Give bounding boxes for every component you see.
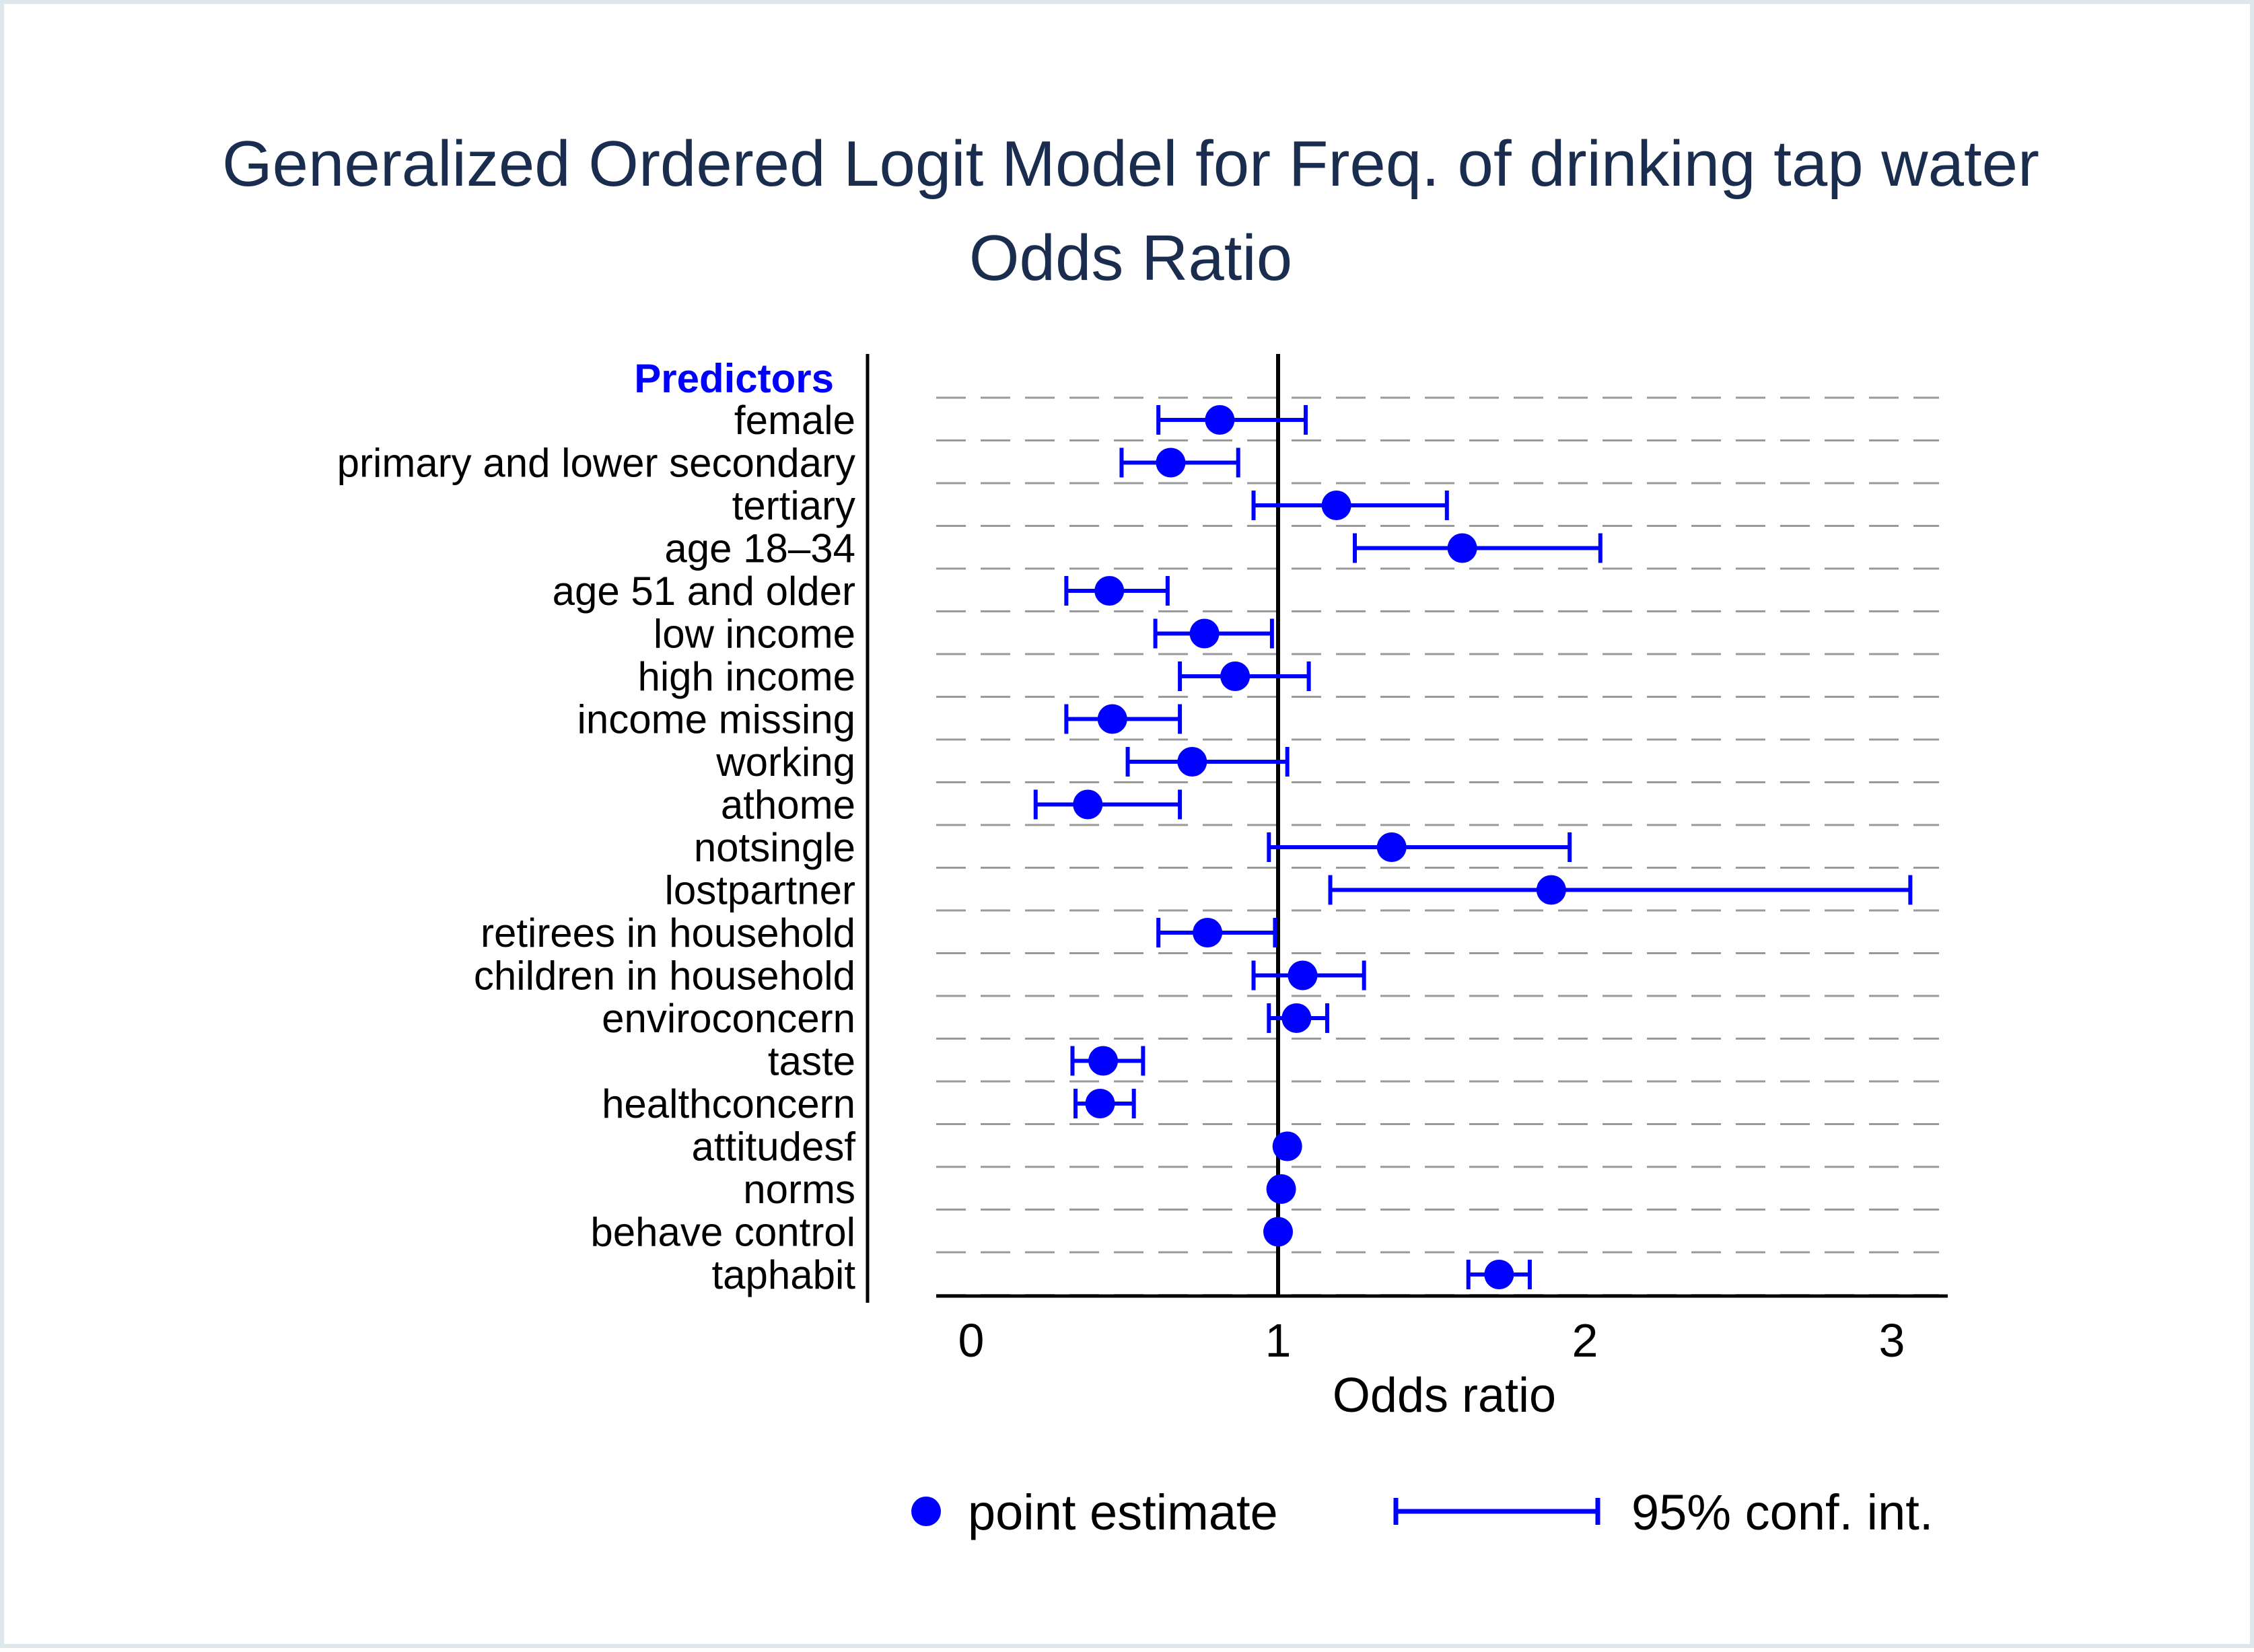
legend-interval-symbol bbox=[1393, 1498, 1600, 1525]
point-estimate bbox=[1088, 1046, 1119, 1076]
row-label: high income bbox=[637, 654, 855, 699]
x-tick-label: 1 bbox=[1265, 1314, 1292, 1367]
row-label: taphabit bbox=[711, 1252, 855, 1297]
row-label: behave control bbox=[590, 1210, 855, 1255]
row-label: attitudesf bbox=[692, 1124, 856, 1170]
x-tick-label: 2 bbox=[1572, 1314, 1598, 1367]
point-estimate bbox=[1266, 1174, 1296, 1204]
row-label: working bbox=[715, 740, 855, 785]
point-estimate bbox=[1288, 960, 1318, 991]
x-axis-title: Odds ratio bbox=[1333, 1369, 1556, 1423]
legend-label-conf-int: 95% conf. int. bbox=[1631, 1484, 1933, 1540]
row-label: income missing bbox=[577, 697, 855, 742]
point-estimate bbox=[1272, 1131, 1302, 1161]
point-estimate bbox=[1281, 1003, 1312, 1033]
grid-lines bbox=[936, 396, 1939, 1296]
axes bbox=[866, 354, 1948, 1303]
row-label: notsingle bbox=[694, 825, 855, 870]
row-label: low income bbox=[654, 612, 855, 657]
x-tick-label: 3 bbox=[1879, 1314, 1905, 1367]
row-label: enviroconcern bbox=[602, 996, 855, 1041]
row-label: age 18–34 bbox=[664, 526, 855, 571]
row-label: tertiary bbox=[732, 483, 855, 528]
row-label: age 51 and older bbox=[553, 569, 855, 614]
data-marks bbox=[1033, 405, 1913, 1289]
point-estimate bbox=[1097, 704, 1127, 734]
point-estimate bbox=[1536, 875, 1566, 905]
point-estimate bbox=[1205, 405, 1235, 435]
point-estimate bbox=[1447, 533, 1477, 563]
x-tick-labels: 0 1 2 3 bbox=[958, 1314, 1905, 1367]
chart-title: Generalized Ordered Logit Model for Freq… bbox=[222, 128, 2039, 200]
point-estimate bbox=[1376, 832, 1407, 862]
forest-plot: Generalized Ordered Logit Model for Freq… bbox=[222, 128, 2039, 1540]
point-estimate bbox=[1177, 747, 1207, 777]
row-label: retirees in household bbox=[481, 910, 855, 956]
row-label: female bbox=[734, 398, 855, 443]
point-estimate bbox=[1073, 789, 1103, 820]
point-estimate bbox=[1484, 1260, 1514, 1289]
point-estimate bbox=[1189, 618, 1220, 649]
point-estimate bbox=[1094, 576, 1125, 606]
row-label: taste bbox=[768, 1039, 855, 1084]
legend-dot-symbol bbox=[911, 1497, 941, 1526]
row-label: athome bbox=[721, 783, 855, 828]
legend: point estimate 95% conf. int. bbox=[911, 1484, 1933, 1540]
predictors-header: Predictors bbox=[634, 356, 834, 401]
row-label: primary and lower secondary bbox=[337, 441, 855, 486]
point-estimate bbox=[1220, 661, 1251, 691]
point-estimate bbox=[1156, 447, 1186, 478]
point-estimate bbox=[1263, 1217, 1293, 1247]
row-label: lostpartner bbox=[665, 868, 855, 913]
row-label: children in household bbox=[474, 954, 855, 999]
row-label: norms bbox=[743, 1167, 855, 1212]
point-estimate bbox=[1193, 918, 1223, 947]
x-tick-label: 0 bbox=[958, 1314, 985, 1367]
row-label: healthconcern bbox=[602, 1081, 855, 1126]
point-estimate bbox=[1085, 1089, 1115, 1118]
chart-subtitle: Odds Ratio bbox=[969, 222, 1292, 294]
point-estimate bbox=[1321, 491, 1351, 520]
legend-label-point-estimate: point estimate bbox=[968, 1484, 1278, 1540]
